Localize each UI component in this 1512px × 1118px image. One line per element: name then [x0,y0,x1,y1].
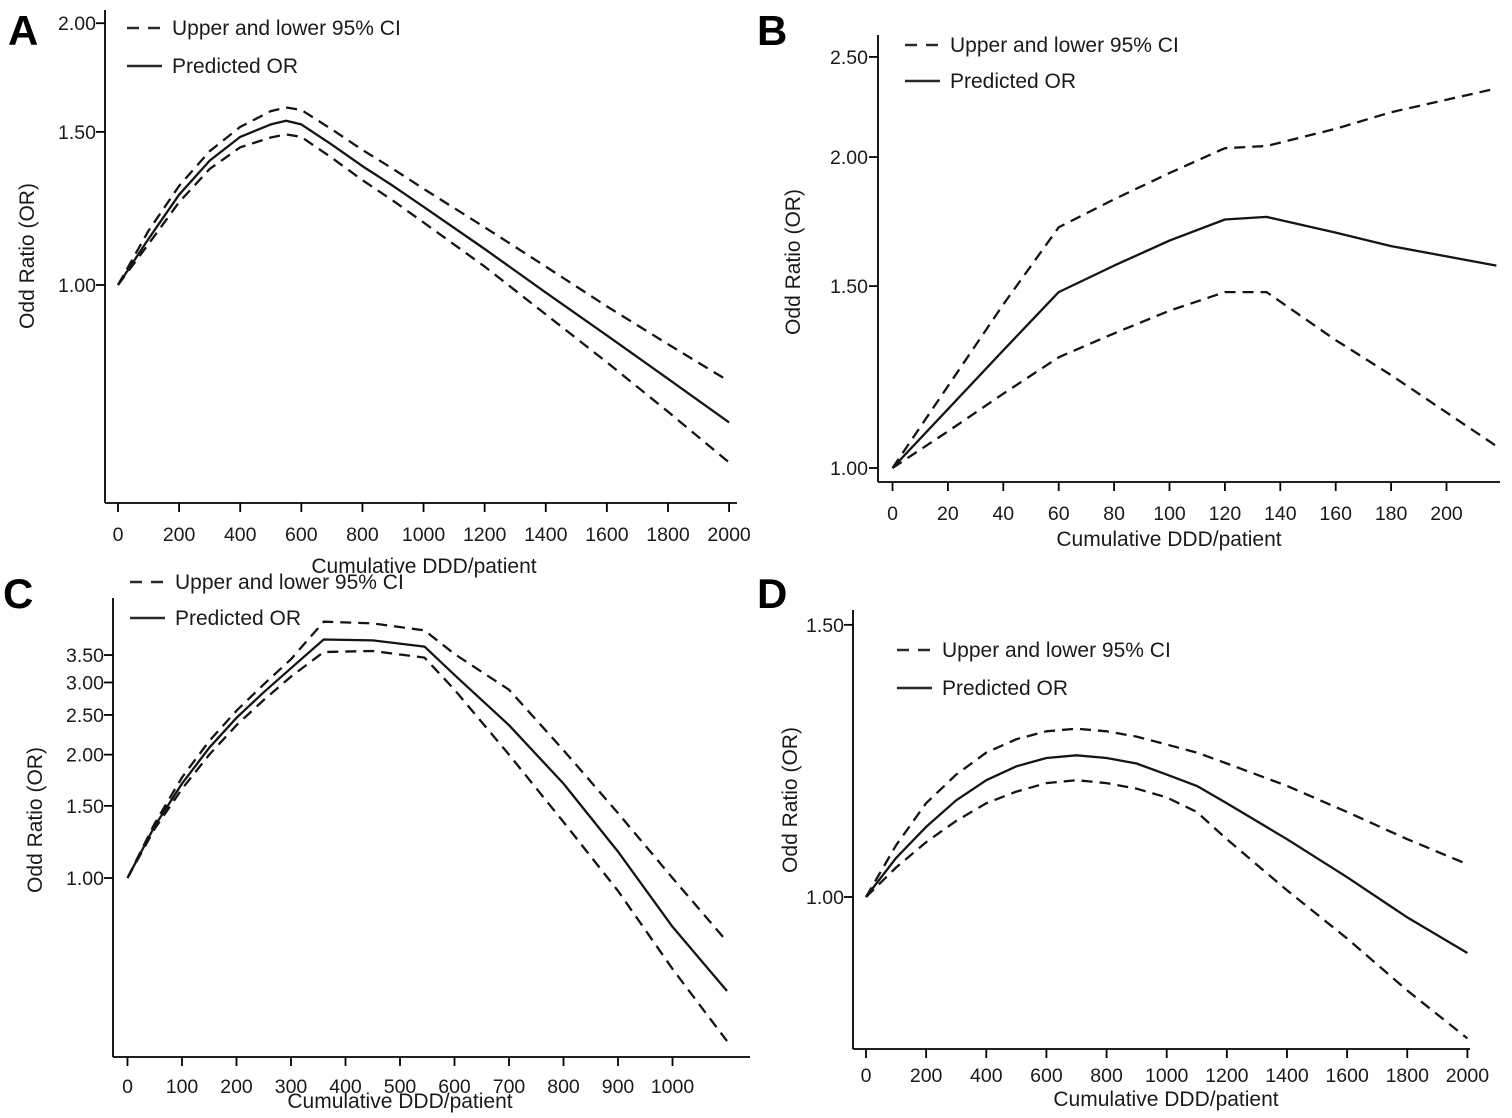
y-tick-label: 1.00 [830,458,868,480]
x-tick-label: 180 [1375,503,1408,525]
x-axis-title: Cumulative DDD/patient [287,1090,512,1113]
x-tick-label: 1800 [1386,1065,1430,1087]
legend-label: Upper and lower 95% CI [172,17,401,40]
y-tick-label: 2.00 [830,147,868,169]
x-tick-label: 200 [1430,503,1463,525]
x-tick-label: 80 [1103,503,1125,525]
x-tick-label: 1000 [1145,1065,1189,1087]
x-tick-label: 100 [1153,503,1186,525]
x-tick-label: 1200 [463,524,507,546]
y-tick-label: 1.50 [58,122,96,144]
x-tick-label: 0 [887,503,898,525]
panel-label-D: D [757,570,787,617]
upper-ci-line [865,727,1468,898]
y-axis-title: Odd Ratio (OR) [16,183,39,329]
legend-label: Upper and lower 95% CI [950,34,1179,57]
upper-ci-line [126,620,728,943]
x-tick-label: 200 [220,1076,253,1098]
x-tick-label: 0 [122,1076,133,1098]
y-tick-label: 1.50 [830,276,868,298]
y-tick-label: 1.50 [66,796,104,818]
upper-ci-line [116,106,730,383]
predicted-or-line [117,119,730,424]
panel-C: C 0 100 200 300 400 500 600 700 800 900 1000 3.50 3.0… [3,570,750,1113]
x-tick-label: 400 [329,1076,362,1098]
y-tick-label: 1.00 [58,275,96,297]
legend-label: Predicted OR [942,677,1068,700]
panel-A: A 0 200 400 600 800 1000 1200 1400 1600 1800 2000 2.… [8,7,751,578]
lower-ci-line [117,133,730,464]
x-axis-title: Cumulative DDD/patient [311,555,536,578]
x-tick-label: 800 [346,524,379,546]
x-tick-label: 1600 [1325,1065,1369,1087]
x-tick-label: 1400 [1265,1065,1309,1087]
panel-label-A: A [8,7,38,54]
x-tick-label: 200 [163,524,196,546]
x-tick-label: 600 [285,524,318,546]
x-tick-label: 600 [438,1076,471,1098]
x-tick-label: 900 [602,1076,635,1098]
x-tick-label: 300 [275,1076,308,1098]
panel-label-C: C [3,570,33,617]
x-tick-label: 400 [224,524,257,546]
y-axis-title: Odd Ratio (OR) [779,727,802,873]
panel-D: D 0 200 400 600 800 1000 1200 1400 1600 1800 2000 1.… [757,570,1489,1111]
lower-ci-line [865,779,1469,1040]
predicted-or-line [865,754,1468,954]
y-tick-label: 2.00 [66,745,104,767]
x-tick-label: 2000 [1446,1065,1490,1087]
x-tick-label: 200 [910,1065,943,1087]
panel-B: B 0 20 40 60 80 100 120 140 160 180 200 2.50 2.00 1.50… [757,7,1500,551]
x-tick-label: 1800 [646,524,690,546]
predicted-or-line [126,638,728,992]
x-tick-label: 120 [1209,503,1242,525]
panel-label-B: B [757,7,787,54]
legend-label: Predicted OR [950,70,1076,93]
x-tick-label: 400 [970,1065,1003,1087]
y-tick-label: 1.50 [806,615,844,637]
x-tick-label: 500 [384,1076,417,1098]
legend-label: Upper and lower 95% CI [175,571,404,594]
y-tick-label: 1.00 [66,868,104,890]
y-tick-label: 3.00 [66,672,104,694]
x-tick-label: 1000 [402,524,446,546]
x-tick-label: 2000 [707,524,751,546]
x-axis-title: Cumulative DDD/patient [1056,528,1281,551]
x-tick-label: 1200 [1205,1065,1249,1087]
y-tick-label: 2.00 [58,13,96,35]
x-tick-label: 40 [992,503,1014,525]
y-tick-label: 2.50 [830,47,868,69]
x-axis-title: Cumulative DDD/patient [1053,1088,1278,1111]
x-tick-label: 800 [1090,1065,1123,1087]
x-tick-label: 600 [1030,1065,1063,1087]
y-axis-title: Odd Ratio (OR) [24,747,47,893]
y-axis-title: Odd Ratio (OR) [782,189,805,335]
x-tick-label: 60 [1048,503,1070,525]
x-tick-label: 0 [861,1065,872,1087]
y-tick-label: 2.50 [66,705,104,727]
predicted-or-line [891,215,1497,469]
x-tick-label: 1400 [524,524,568,546]
y-tick-label: 1.00 [806,887,844,909]
y-tick-label: 3.50 [66,645,104,667]
x-tick-label: 1600 [585,524,629,546]
x-tick-label: 1000 [651,1076,695,1098]
x-tick-label: 0 [113,524,124,546]
x-tick-label: 20 [937,503,959,525]
lower-ci-line [126,649,728,1042]
legend-label: Predicted OR [172,55,298,78]
x-tick-label: 100 [166,1076,199,1098]
legend-label: Upper and lower 95% CI [942,639,1171,662]
x-tick-label: 140 [1264,503,1297,525]
x-tick-label: 160 [1319,503,1352,525]
legend-label: Predicted OR [175,607,301,630]
x-tick-label: 800 [547,1076,580,1098]
lower-ci-line [891,290,1498,469]
x-tick-label: 700 [493,1076,526,1098]
upper-ci-line [891,87,1497,469]
